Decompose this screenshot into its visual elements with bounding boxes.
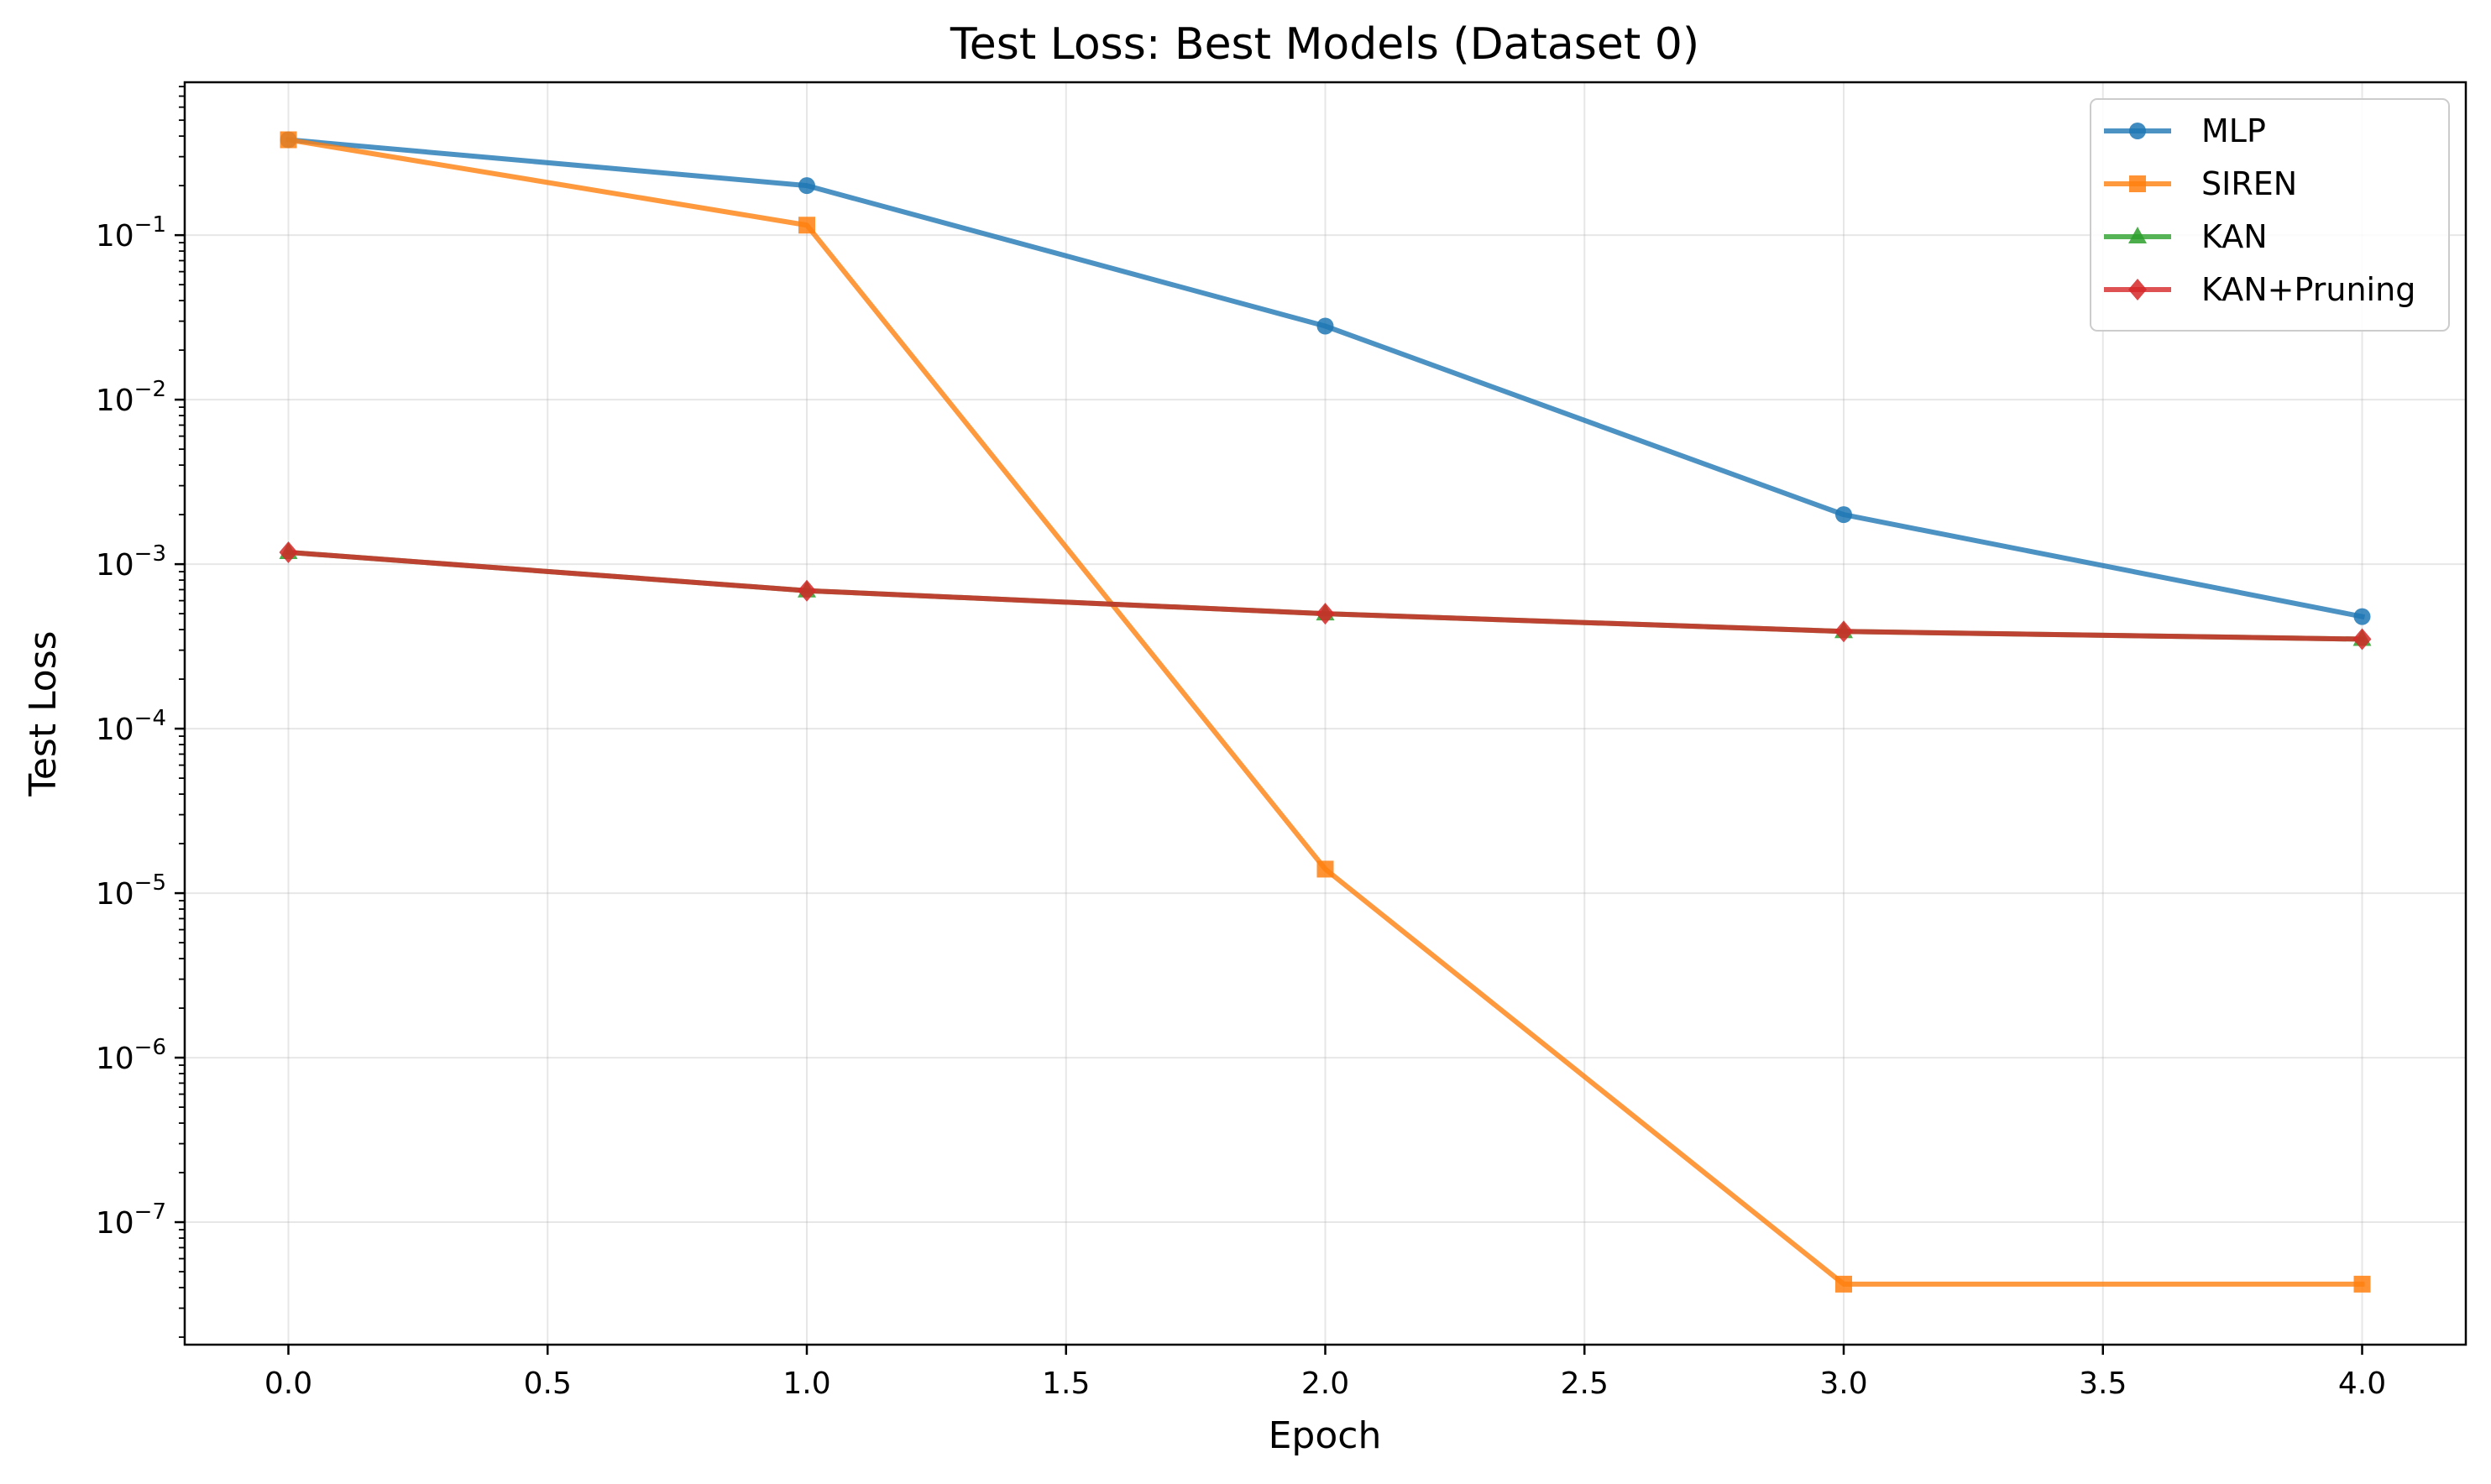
chart-title: Test Loss: Best Models (Dataset 0) [950,19,1699,70]
data-point-marker [2129,123,2146,139]
y-tick-label: 10−6 [96,1035,166,1076]
data-point-marker [2128,227,2147,243]
y-tick-label: 10−7 [96,1199,166,1241]
x-tick-label: 0.5 [524,1366,572,1401]
legend-box [2090,98,2450,332]
y-tick-label: 10−4 [96,706,166,747]
data-point-marker [1316,317,1334,335]
series-markers [279,131,2372,1293]
x-axis-label: Epoch [1269,1414,1382,1457]
data-point-marker [2129,175,2146,192]
data-point-marker [798,177,815,195]
x-tick-label: 2.0 [1301,1366,1349,1401]
legend-label-kan-pruning: KAN+Pruning [2201,271,2415,308]
data-point-marker [2353,608,2371,625]
x-axis: 0.0 0.5 1.0 1.5 2.0 2.5 3.0 3.5 4.0 [264,1345,2386,1401]
y-tick-label: 10−5 [96,870,166,912]
x-tick-label: 1.0 [782,1366,830,1401]
data-point-marker [1835,506,1852,524]
x-tick-label: 3.0 [1819,1366,1867,1401]
data-point-marker [798,579,816,602]
legend-label-kan: KAN [2201,218,2268,255]
data-point-marker [2353,1275,2371,1293]
data-point-marker [280,131,297,149]
x-tick-label: 2.5 [1561,1366,1609,1401]
data-point-marker [798,217,815,234]
data-point-marker [279,541,298,564]
legend-label-siren: SIREN [2201,165,2297,202]
y-axis-label: Test Loss [22,630,65,797]
x-tick-label: 4.0 [2338,1366,2386,1401]
data-point-marker [2128,279,2147,300]
y-tick-label: 10−2 [96,377,166,418]
x-tick-label: 3.5 [2079,1366,2127,1401]
legend-label-mlp: MLP [2201,112,2266,149]
data-point-marker [1316,860,1334,878]
y-tick-label: 10−3 [96,541,166,583]
data-point-marker [1834,620,1853,643]
legend: MLP SIREN KAN KAN+Pruning [2090,98,2450,332]
data-point-marker [1316,603,1335,625]
x-tick-label: 1.5 [1042,1366,1090,1401]
x-tick-label: 0.0 [264,1366,312,1401]
y-axis: 10−7 10−6 10−5 10−4 10−3 10−2 10−1 [96,86,185,1338]
data-point-marker [2352,628,2372,651]
y-tick-label: 10−1 [96,212,166,253]
data-point-marker [1835,1275,1852,1293]
